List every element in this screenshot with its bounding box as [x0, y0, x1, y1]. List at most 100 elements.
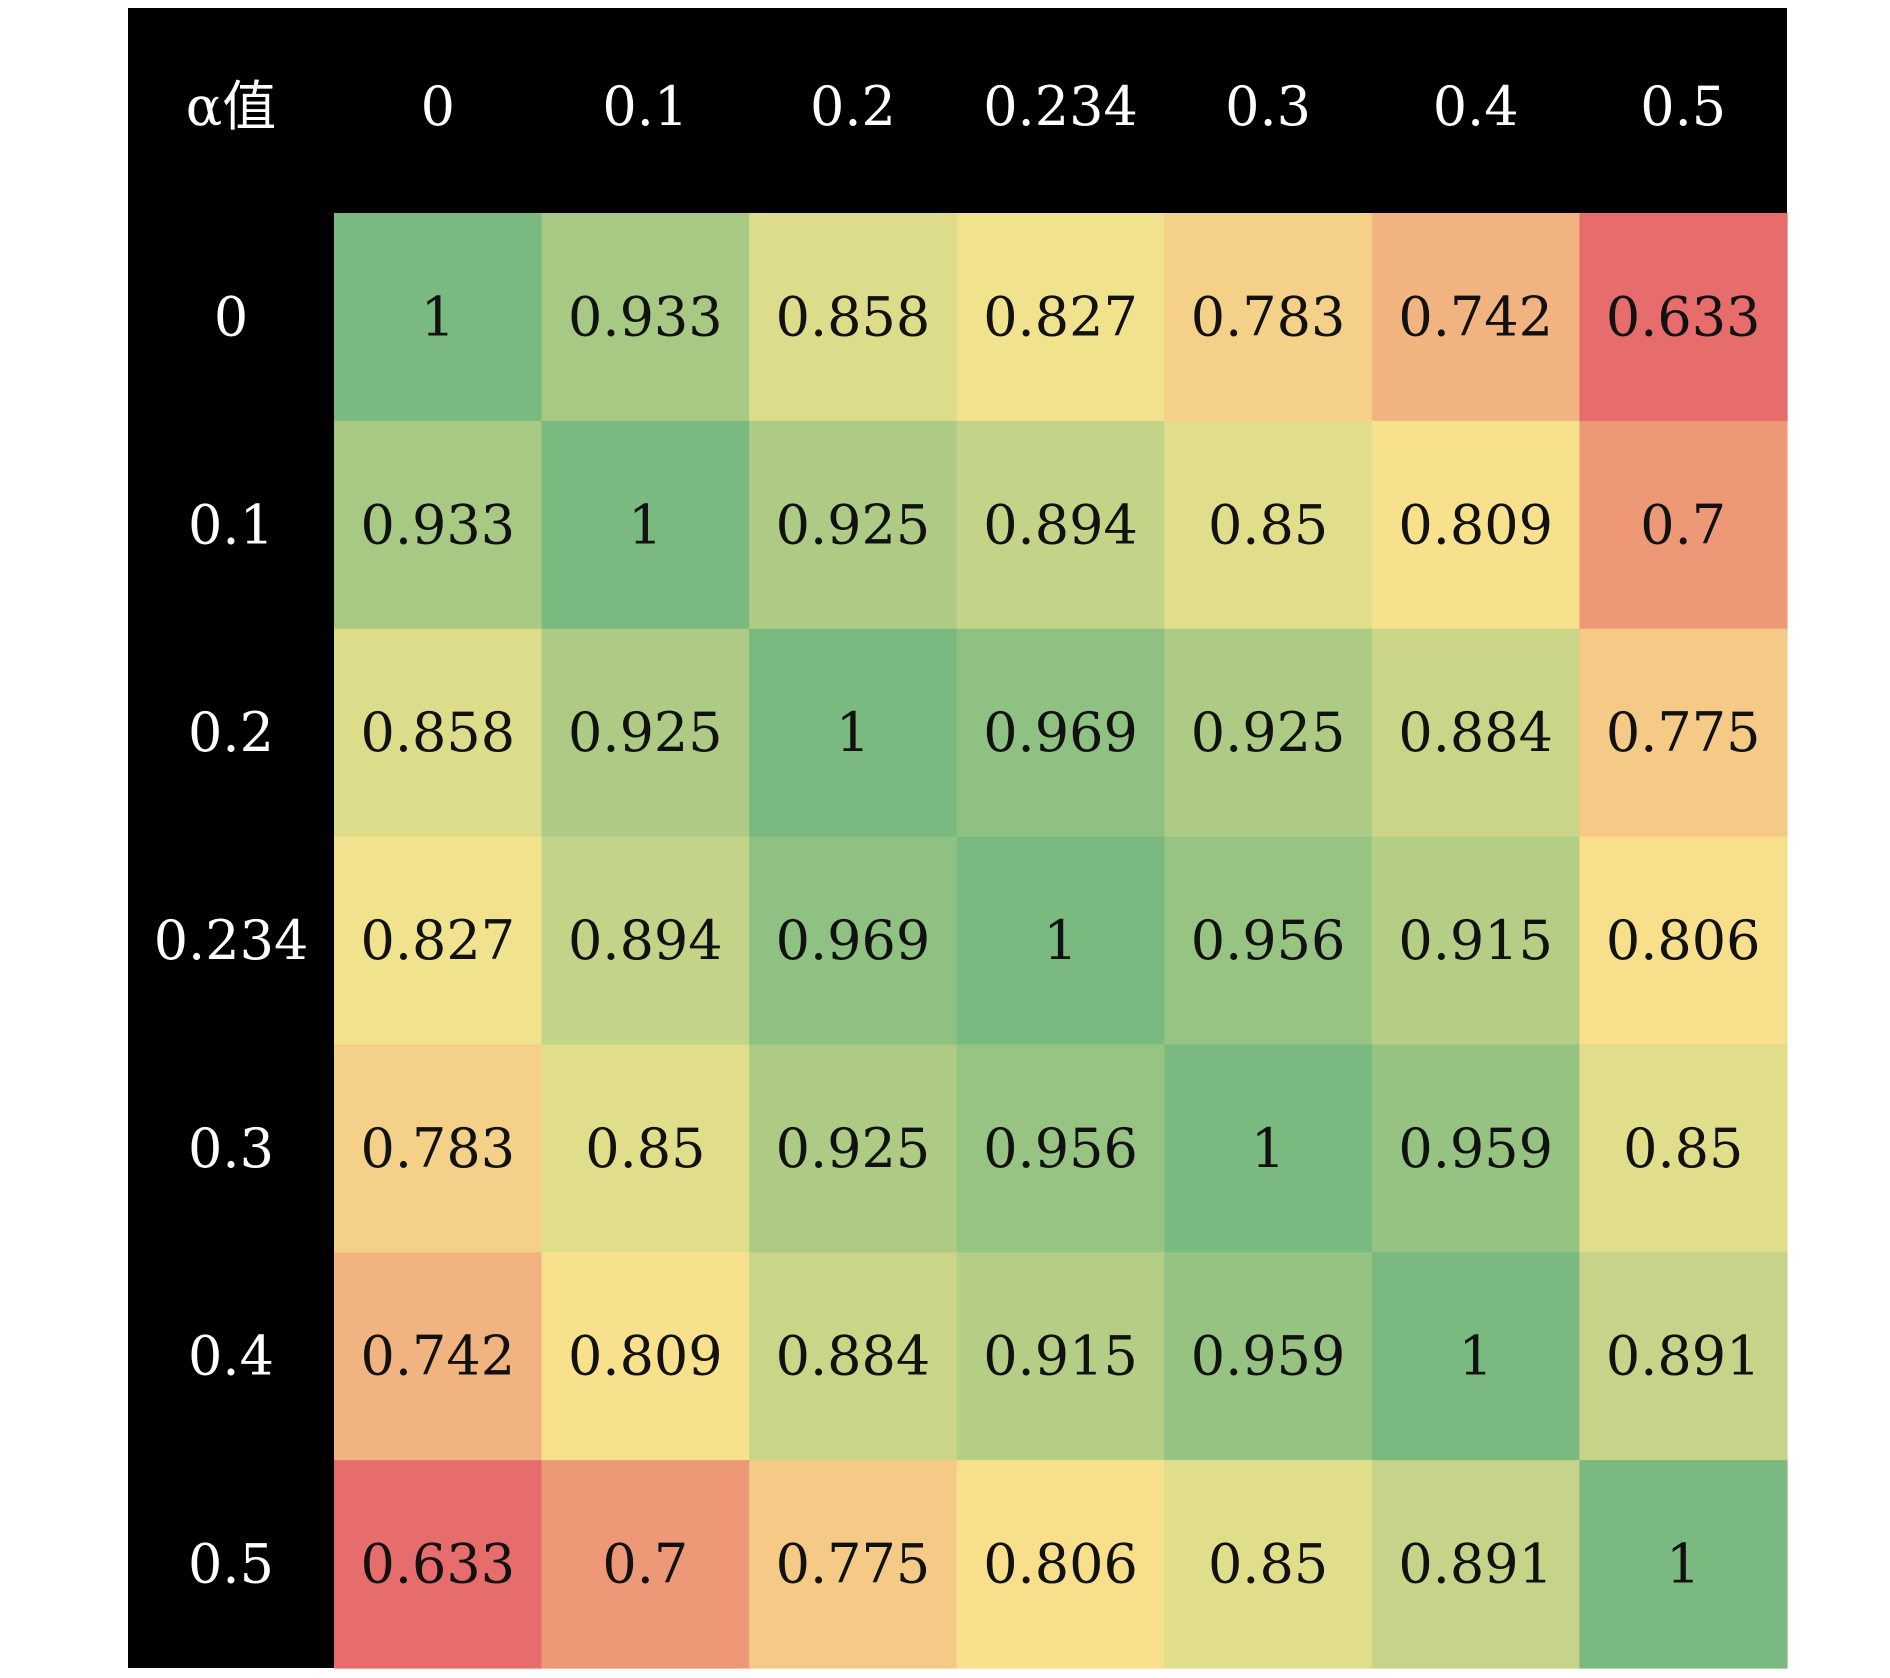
heatmap-cell: [1579, 836, 1788, 1046]
heatmap-cell: [541, 213, 750, 422]
heatmap-cell: [956, 628, 1165, 838]
heatmap-cell: [956, 213, 1165, 422]
heatmap-cell: [1164, 213, 1373, 422]
heatmap-cell: [334, 1460, 543, 1669]
cell-value-label: 0.884: [1398, 701, 1553, 764]
cell-value-label: 0.783: [360, 1117, 515, 1180]
column-tick-labels: 0 0.1 0.2 0.234 0.3 0.4 0.5: [421, 75, 1727, 138]
cell-value-label: 0.742: [360, 1325, 515, 1388]
cell-value-label: 0.827: [360, 909, 515, 972]
cell-value-label: 1: [628, 493, 662, 556]
cell-value-label: 0.7: [1640, 493, 1726, 556]
heatmap-cell: [541, 1460, 750, 1669]
heatmap-cell: [749, 1252, 958, 1461]
cell-value-label: 0.933: [568, 285, 723, 348]
row-label: 0.1: [188, 493, 274, 556]
cell-value-label: 0.959: [1191, 1325, 1346, 1388]
cell-value-label: 0.925: [776, 1117, 931, 1180]
heatmap-cell: [1371, 420, 1581, 630]
heatmap-cell: [749, 420, 958, 630]
heatmap-cell: [749, 1044, 958, 1253]
cell-value-label: 0.891: [1606, 1325, 1761, 1388]
row-label: 0: [214, 285, 248, 348]
heatmap-cell: [1371, 1460, 1581, 1669]
cell-value-label: 0.858: [360, 701, 515, 764]
heatmap-cell: [1579, 1252, 1788, 1461]
heatmap-cell: [334, 213, 543, 422]
heatmap-cell: [1164, 1044, 1373, 1253]
heatmap-cell: [541, 628, 750, 838]
column-label: 0.3: [1225, 75, 1311, 138]
cell-value-label: 0.925: [776, 493, 931, 556]
heatmap-cell: [1579, 420, 1788, 630]
heatmap-cell: [1164, 1252, 1373, 1461]
cell-value-label: 0.85: [585, 1117, 705, 1180]
cell-value-label: 0.933: [360, 493, 515, 556]
column-label: 0.2: [810, 75, 896, 138]
heatmap-cell: [1371, 836, 1581, 1046]
cell-value-label: 0.633: [360, 1533, 515, 1596]
cell-value-label: 0.742: [1398, 285, 1553, 348]
cell-value-label: 0.806: [1606, 909, 1761, 972]
heatmap-cell: [1371, 628, 1581, 838]
cell-value-label: 0.969: [983, 701, 1138, 764]
cell-value-label: 0.884: [776, 1325, 931, 1388]
heatmap-cell: [956, 1252, 1165, 1461]
heatmap-cell: [541, 420, 750, 630]
heatmap-cells: 1 0.933 0.858 0.827 0.783 0.742 0.633 0.933 1 0.9…: [334, 213, 1788, 1669]
cell-value-label: 0.956: [1191, 909, 1346, 972]
cell-value-label: 0.891: [1398, 1533, 1553, 1596]
heatmap-cell: [1371, 1044, 1581, 1253]
cell-value-label: 0.827: [983, 285, 1138, 348]
heatmap-cell: [749, 1460, 958, 1669]
cell-value-label: 0.925: [1191, 701, 1346, 764]
heatmap-cell: [749, 836, 958, 1046]
column-header-band: [128, 8, 1787, 213]
cell-value-label: 0.775: [776, 1533, 931, 1596]
cell-value-label: 0.783: [1191, 285, 1346, 348]
row-label: 0.5: [188, 1533, 274, 1596]
heatmap-cell: [956, 1460, 1165, 1669]
row-label: 0.3: [188, 1117, 274, 1180]
row-label: 0.234: [154, 909, 309, 972]
heatmap-cell: [334, 1044, 543, 1253]
cell-value-label: 1: [1251, 1117, 1285, 1180]
column-label: 0.4: [1433, 75, 1519, 138]
cell-value-label: 1: [1666, 1533, 1700, 1596]
cell-value-label: 0.969: [776, 909, 931, 972]
heatmap-cell: [1579, 213, 1788, 422]
heatmap-cell: [334, 628, 543, 838]
heatmap-cell: [1164, 420, 1373, 630]
column-label: 0.5: [1640, 75, 1726, 138]
heatmap-cell: [541, 1044, 750, 1253]
heatmap-cell: [749, 628, 958, 838]
column-label: 0.1: [602, 75, 688, 138]
heatmap-cell: [1164, 1460, 1373, 1669]
heatmap-cell: [1579, 1460, 1788, 1669]
cell-value-label: 0.809: [1398, 493, 1553, 556]
cell-value-label: 0.915: [1398, 909, 1553, 972]
cell-value-label: 0.894: [983, 493, 1138, 556]
row-label: 0.2: [188, 701, 274, 764]
cell-value-label: 0.915: [983, 1325, 1138, 1388]
cell-value-label: 1: [836, 701, 870, 764]
row-label: 0.4: [188, 1325, 274, 1388]
heatmap-cell: [334, 836, 543, 1046]
heatmap-cell: [956, 836, 1165, 1046]
cell-value-label: 0.85: [1208, 1533, 1328, 1596]
row-header-band: [128, 8, 334, 1668]
cell-value-label: 0.85: [1208, 493, 1328, 556]
heatmap-cell: [1371, 1252, 1581, 1461]
cell-value-label: 0.775: [1606, 701, 1761, 764]
heatmap-cell: [956, 1044, 1165, 1253]
cell-value-label: 0.633: [1606, 285, 1761, 348]
heatmap-cell: [956, 420, 1165, 630]
cell-value-label: 0.959: [1398, 1117, 1553, 1180]
cell-value-label: 0.7: [602, 1533, 688, 1596]
heatmap-cell: [334, 420, 543, 630]
cell-value-label: 0.858: [776, 285, 931, 348]
row-tick-labels: 0 0.1 0.2 0.234 0.3 0.4 0.5: [154, 285, 309, 1595]
heatmap-cell: [541, 836, 750, 1046]
cell-value-label: 0.925: [568, 701, 723, 764]
